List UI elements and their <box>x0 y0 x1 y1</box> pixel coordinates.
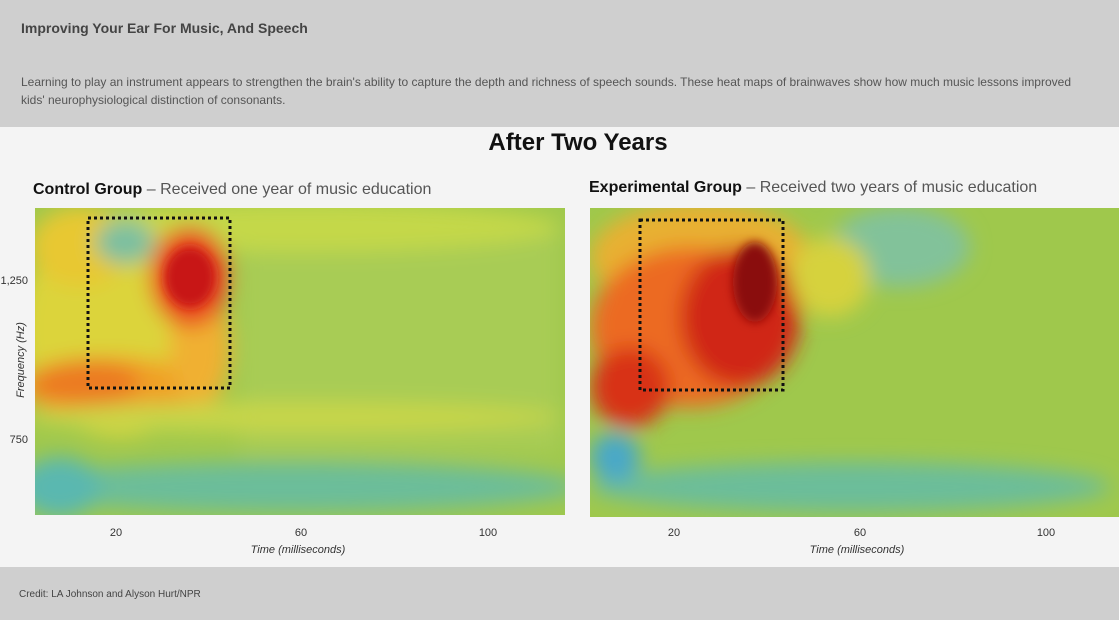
heatmap <box>590 208 1119 517</box>
x-tick-label: 20 <box>110 527 122 539</box>
x-tick-label: 100 <box>479 527 497 539</box>
x-axis-label: Time (milliseconds) <box>251 544 346 556</box>
group-description: – Received two years of music education <box>746 179 1037 196</box>
figure: After Two Years Control Group – Received… <box>0 127 1119 567</box>
x-tick-label: 100 <box>1037 527 1055 539</box>
group-description: – Received one year of music education <box>147 181 432 198</box>
x-tick-label: 60 <box>854 527 866 539</box>
group-name: Experimental Group <box>589 179 742 196</box>
heatmap <box>35 208 565 515</box>
x-axis-label: Time (milliseconds) <box>810 544 905 556</box>
x-tick-label: 20 <box>668 527 680 539</box>
panel-title: Experimental Group – Received two years … <box>589 179 1037 196</box>
credit: Credit: LA Johnson and Alyson Hurt/NPR <box>19 589 201 600</box>
panel-title: Control Group – Received one year of mus… <box>33 181 431 198</box>
y-tick-label: 750 <box>10 434 28 446</box>
y-axis-label: Frequency (Hz) <box>15 322 27 398</box>
y-tick-label: 1,250 <box>0 275 28 287</box>
highlight-box <box>638 218 785 392</box>
figure-title: After Two Years <box>488 129 667 156</box>
x-tick-label: 60 <box>295 527 307 539</box>
article-title: Improving Your Ear For Music, And Speech <box>21 20 308 36</box>
group-name: Control Group <box>33 181 143 198</box>
article-description: Learning to play an instrument appears t… <box>21 75 1071 107</box>
